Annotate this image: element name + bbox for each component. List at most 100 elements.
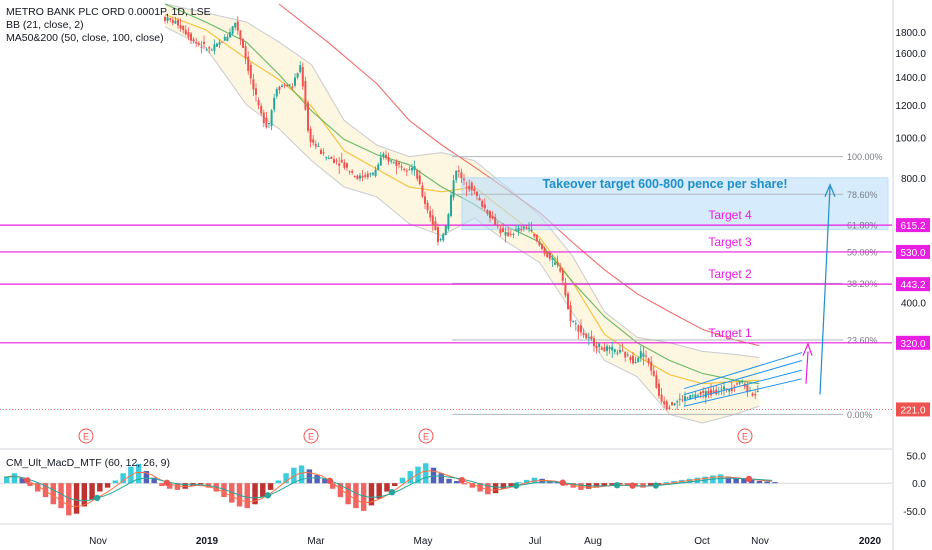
candle-body xyxy=(174,20,177,24)
macd-histogram-bar xyxy=(135,463,142,484)
macd-histogram-bar xyxy=(446,478,452,484)
candle-body xyxy=(668,407,671,409)
candle-body xyxy=(457,170,460,172)
candle-body xyxy=(556,262,559,265)
candle-body xyxy=(507,232,510,237)
macd-histogram-bar xyxy=(516,482,522,484)
candle-body xyxy=(554,262,556,265)
candle-body xyxy=(463,178,465,181)
candle-body xyxy=(494,217,497,225)
macd-histogram-bar xyxy=(454,481,460,484)
macd-cross-dot xyxy=(629,482,636,489)
candle-body xyxy=(317,145,320,147)
candle-body xyxy=(197,43,200,45)
candle-body xyxy=(296,73,299,78)
channel-line xyxy=(683,378,803,407)
macd-histogram-bar xyxy=(291,467,297,484)
candle-body xyxy=(499,229,502,234)
candle-body xyxy=(366,173,369,178)
target-label: Target 1 xyxy=(708,326,752,340)
candle-body xyxy=(512,233,515,235)
candle-body xyxy=(447,214,450,229)
candle-body xyxy=(236,21,239,31)
candle-body xyxy=(301,67,304,87)
candle-body xyxy=(190,33,192,41)
candle-body xyxy=(655,375,658,388)
price-tick-label: 1400.0 xyxy=(895,73,926,84)
candle-body xyxy=(541,244,543,249)
macd-histogram-bar xyxy=(322,478,328,484)
candle-body xyxy=(520,228,523,231)
macd-cross-dot xyxy=(613,481,621,489)
time-tick-label: Oct xyxy=(694,536,710,547)
candle-body xyxy=(673,403,676,406)
candle-body xyxy=(632,355,634,364)
candle-body xyxy=(307,102,309,131)
candle-body xyxy=(216,43,218,47)
candle-body xyxy=(184,29,187,35)
macd-histogram-bar xyxy=(89,483,95,500)
candle-body xyxy=(710,389,712,396)
candle-body xyxy=(694,394,697,398)
macd-histogram-bar xyxy=(748,479,755,484)
candle-body xyxy=(291,86,294,88)
candle-body xyxy=(413,166,416,170)
candle-body xyxy=(723,386,725,390)
time-tick-label: Mar xyxy=(307,536,325,547)
candle-body xyxy=(450,195,452,216)
candle-body xyxy=(642,353,645,357)
macd-histogram-bar xyxy=(756,481,763,484)
candle-body xyxy=(577,325,580,332)
macd-histogram-bar xyxy=(648,483,654,486)
candle-body xyxy=(478,198,481,201)
candle-body xyxy=(533,233,536,237)
macd-histogram-bar xyxy=(438,473,444,484)
macd-histogram-bar xyxy=(384,483,390,492)
candle-body xyxy=(192,39,195,42)
time-tick-label: May xyxy=(414,536,433,547)
price-tick-label: 1800.0 xyxy=(895,28,926,39)
current-price-tag-label: 221.0 xyxy=(900,405,925,416)
macd-histogram-bar xyxy=(772,482,778,484)
macd-histogram-bar xyxy=(415,466,421,484)
candle-body xyxy=(530,229,533,232)
candle-body xyxy=(707,390,710,395)
macd-cross-dot xyxy=(745,475,753,483)
candle-body xyxy=(257,100,260,106)
target-price-tag xyxy=(896,277,930,292)
macd-histogram-bar xyxy=(221,483,227,498)
macd-histogram-bar xyxy=(663,482,670,484)
macd-histogram-bar xyxy=(376,483,382,499)
candle-body xyxy=(691,395,694,397)
candle-body xyxy=(444,225,447,236)
macd-cross-dot xyxy=(326,477,334,485)
candle-body xyxy=(598,343,601,347)
takeover-annotation: Takeover target 600-800 pence per share! xyxy=(542,177,787,191)
candle-body xyxy=(221,41,224,43)
candle-body xyxy=(288,84,291,86)
candle-body xyxy=(600,347,603,350)
macd-histogram-bar xyxy=(104,483,111,488)
earnings-marker xyxy=(78,428,94,444)
candle-body xyxy=(460,172,463,179)
candle-body xyxy=(616,352,619,354)
candle-body xyxy=(283,84,286,86)
candle-body xyxy=(746,384,749,393)
macd-tick-label: 0.0 xyxy=(912,479,926,490)
candle-body xyxy=(720,388,723,390)
candle-body xyxy=(756,391,759,393)
symbol-title: METRO BANK PLC ORD 0.0001P, 1D, LSE xyxy=(6,6,211,18)
macd-histogram-bar xyxy=(725,476,732,484)
candle-body xyxy=(730,388,733,392)
macd-histogram-bar xyxy=(151,477,157,484)
candle-body xyxy=(314,143,317,147)
candle-body xyxy=(525,227,528,229)
candle-body xyxy=(751,393,754,396)
macd-histogram-bar xyxy=(423,463,429,484)
macd-histogram-bar xyxy=(166,483,173,489)
macd-histogram-bar xyxy=(19,477,25,484)
macd-histogram-bar xyxy=(353,483,359,509)
current-price-tag xyxy=(896,402,930,417)
price-tick-label: 1000.0 xyxy=(895,134,926,145)
